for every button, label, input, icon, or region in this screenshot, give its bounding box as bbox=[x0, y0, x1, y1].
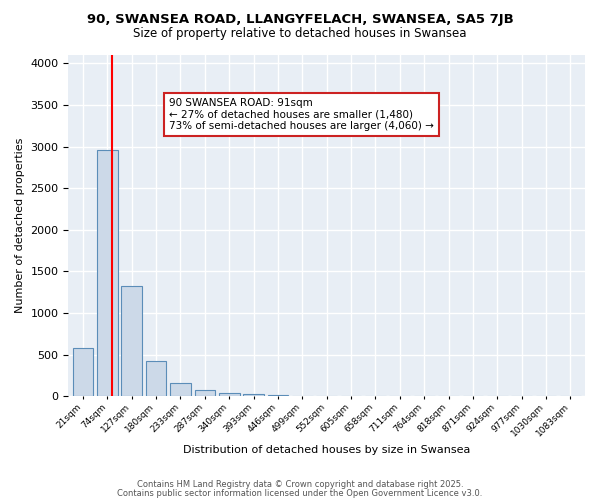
Text: 90 SWANSEA ROAD: 91sqm
← 27% of detached houses are smaller (1,480)
73% of semi-: 90 SWANSEA ROAD: 91sqm ← 27% of detached… bbox=[169, 98, 434, 131]
Bar bbox=[73, 348, 94, 397]
Bar bbox=[268, 394, 289, 396]
Bar bbox=[121, 286, 142, 397]
Bar bbox=[146, 362, 166, 396]
Bar bbox=[194, 390, 215, 396]
Bar bbox=[97, 150, 118, 396]
Text: Contains HM Land Registry data © Crown copyright and database right 2025.: Contains HM Land Registry data © Crown c… bbox=[137, 480, 463, 489]
Bar bbox=[243, 394, 264, 396]
X-axis label: Distribution of detached houses by size in Swansea: Distribution of detached houses by size … bbox=[183, 445, 470, 455]
Bar bbox=[219, 393, 239, 396]
Text: Size of property relative to detached houses in Swansea: Size of property relative to detached ho… bbox=[133, 28, 467, 40]
Text: 90, SWANSEA ROAD, LLANGYFELACH, SWANSEA, SA5 7JB: 90, SWANSEA ROAD, LLANGYFELACH, SWANSEA,… bbox=[86, 12, 514, 26]
Y-axis label: Number of detached properties: Number of detached properties bbox=[15, 138, 25, 314]
Bar bbox=[170, 384, 191, 396]
Text: Contains public sector information licensed under the Open Government Licence v3: Contains public sector information licen… bbox=[118, 489, 482, 498]
